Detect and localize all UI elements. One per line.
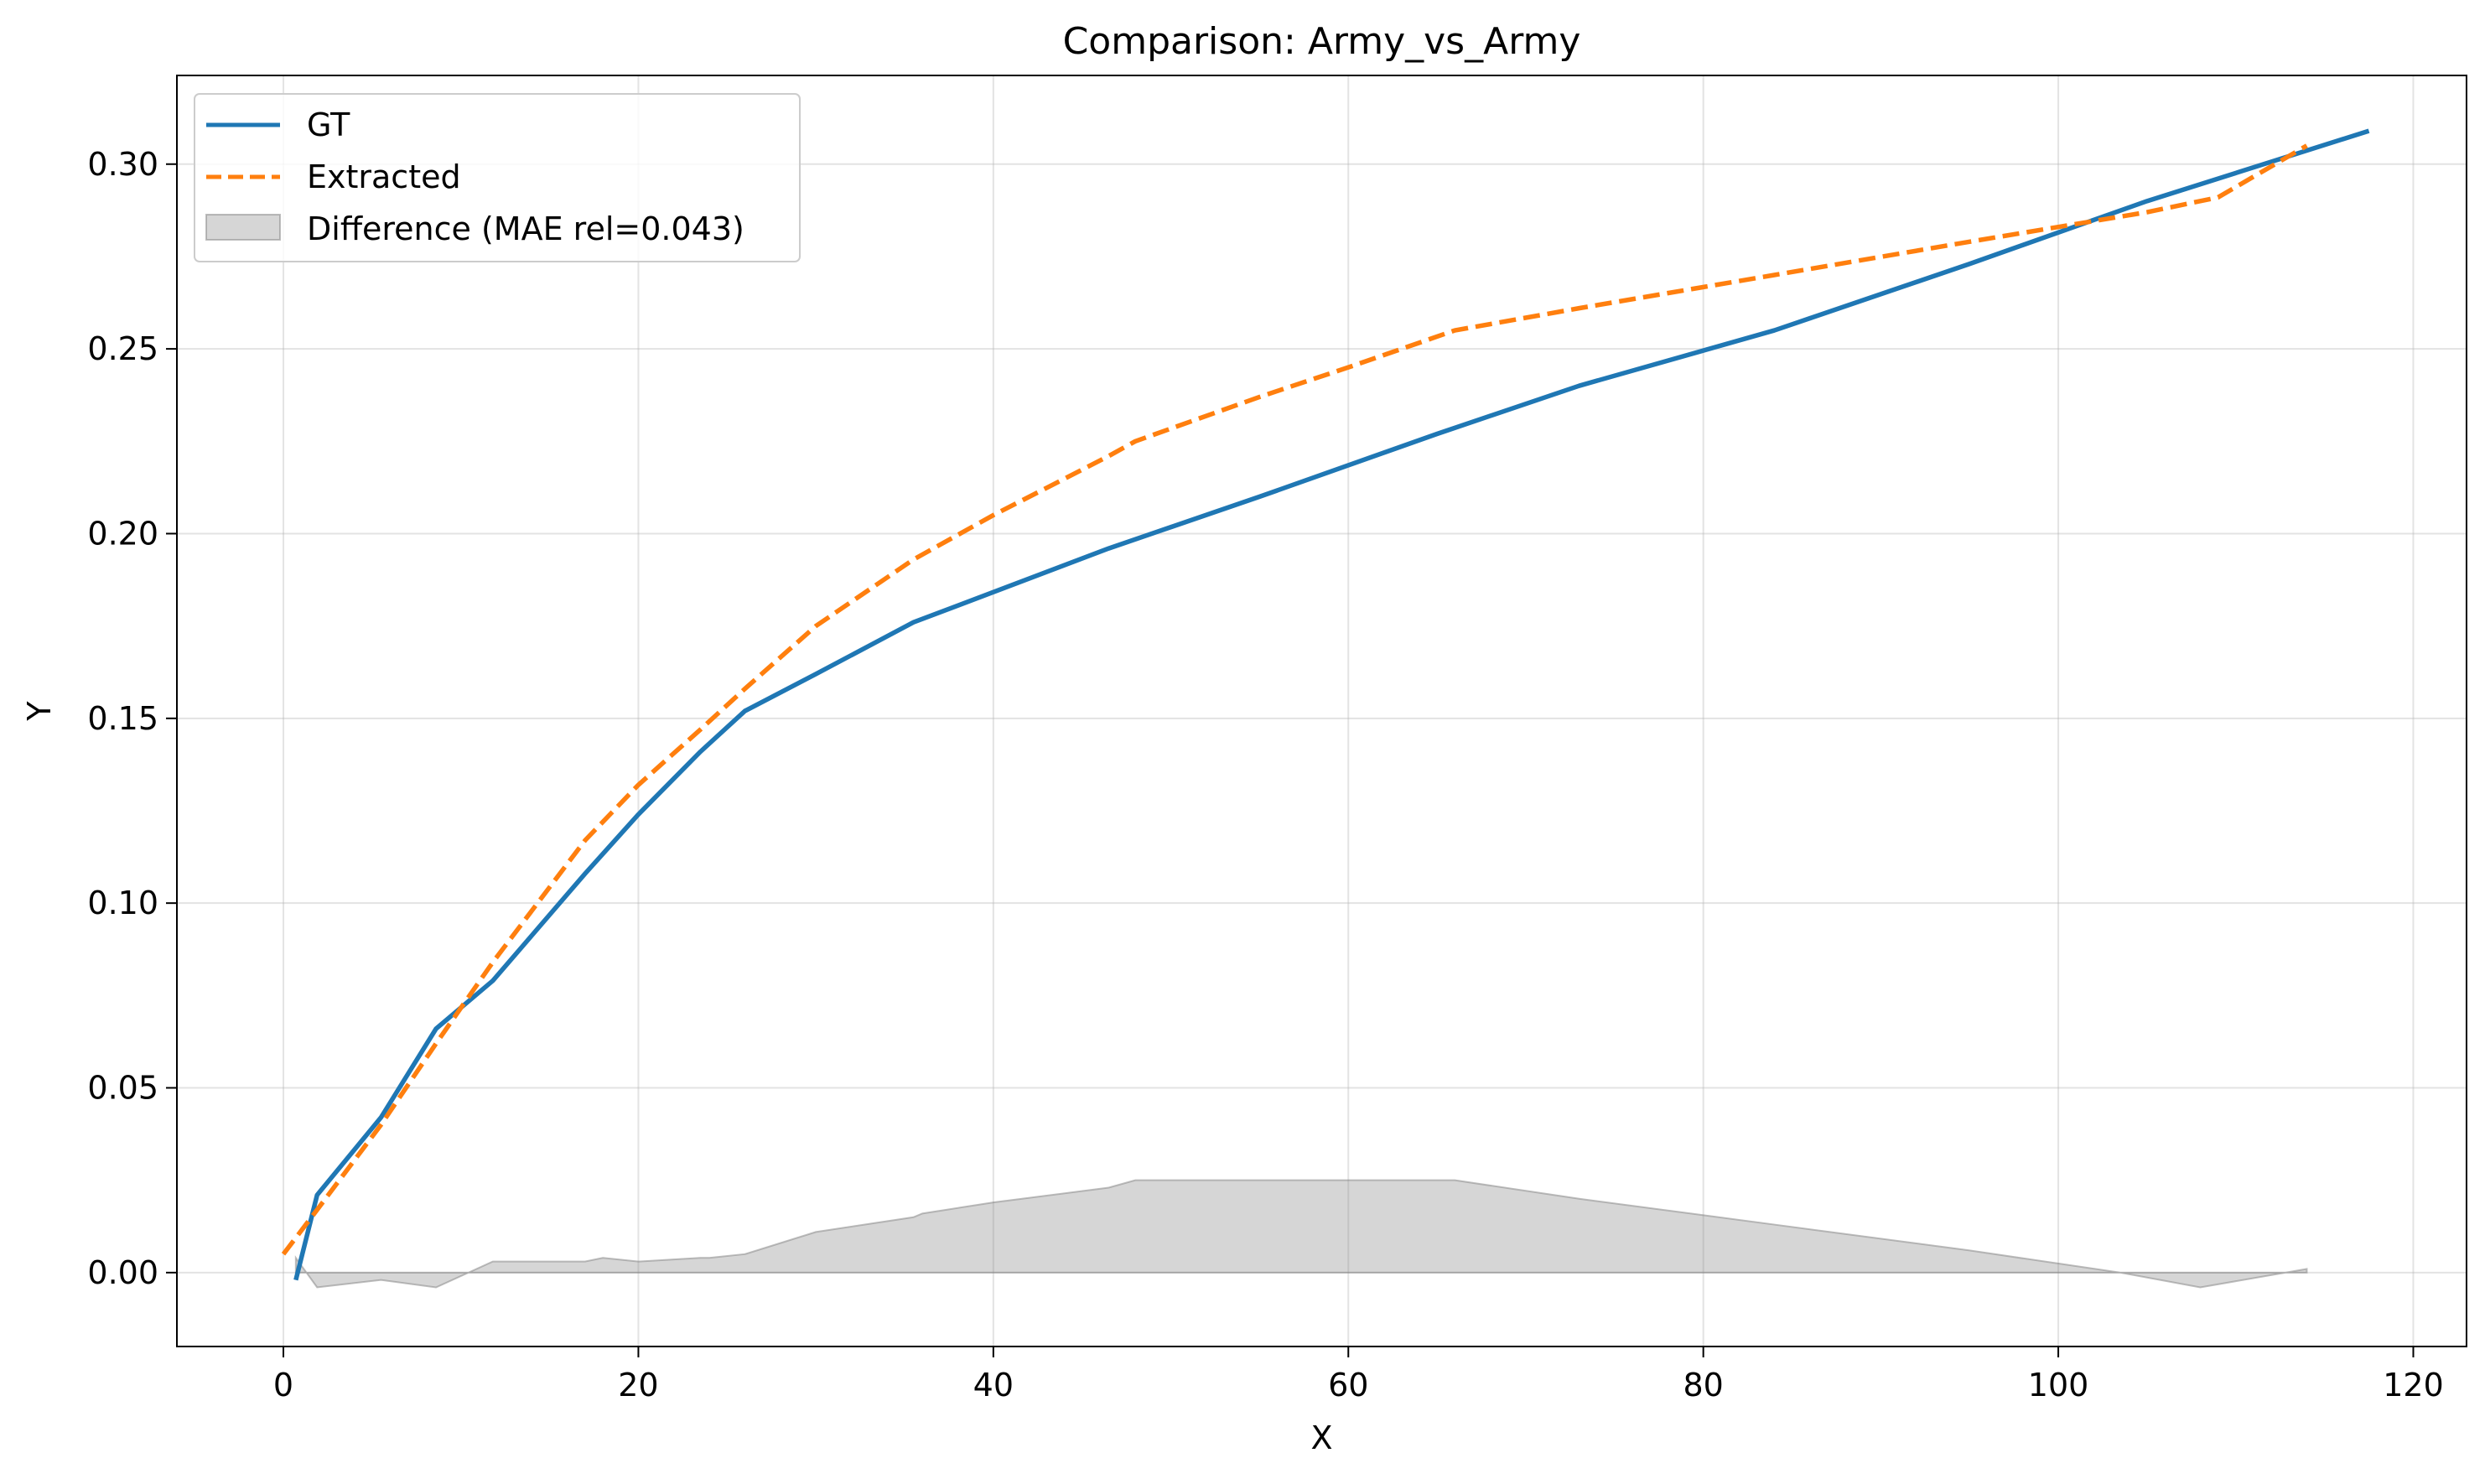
extracted-line <box>281 143 2308 1256</box>
difference-area <box>294 1179 2308 1289</box>
y-tick-label: 0.25 <box>87 330 158 367</box>
x-axis-label: X <box>1310 1419 1332 1456</box>
y-tick-label: 0.30 <box>87 146 158 183</box>
legend-extracted-label: Extracted <box>307 158 461 195</box>
fill-layer <box>294 1179 2308 1289</box>
x-tick-label: 60 <box>1328 1367 1368 1404</box>
legend-box <box>194 93 801 262</box>
x-tick-label: 40 <box>973 1367 1014 1404</box>
chart-title: Comparison: Army_vs_Army <box>1063 20 1581 63</box>
y-tick-label: 0.05 <box>87 1070 158 1107</box>
x-tick-label: 20 <box>618 1367 658 1404</box>
x-tick-label: 0 <box>273 1367 293 1404</box>
series-layer <box>281 128 2370 1281</box>
plot-frame <box>176 75 2467 1347</box>
tick-layer: 0 20 40 60 80 100 120 0.00 0.05 0.10 0.15 0.20 0.25 0… <box>87 146 2443 1404</box>
x-tick-label: 100 <box>2028 1367 2089 1404</box>
y-tick-label: 0.20 <box>87 515 158 552</box>
x-tick-label: 80 <box>1683 1367 1723 1404</box>
x-tick-label: 120 <box>2383 1367 2444 1404</box>
gt-line <box>293 128 2370 1281</box>
legend-gt-label: GT <box>307 106 350 143</box>
y-tick-label: 0.10 <box>87 885 158 921</box>
legend: GT Extracted Difference (MAE rel=0.043) <box>194 93 801 262</box>
y-axis-label: Y <box>21 701 58 722</box>
y-tick-label: 0.00 <box>87 1254 158 1291</box>
legend-difference-swatch <box>205 214 281 241</box>
legend-difference-label: Difference (MAE rel=0.043) <box>307 210 744 247</box>
y-tick-label: 0.15 <box>87 700 158 737</box>
